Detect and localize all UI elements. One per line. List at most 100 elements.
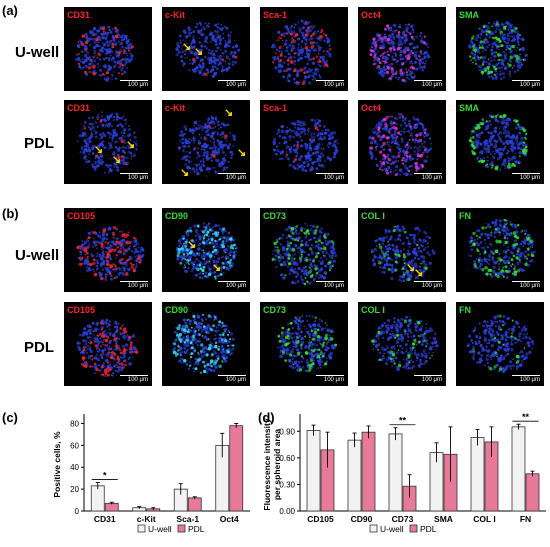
arrow-icon: ↘ [237,148,246,159]
row-label-uwell-b: U-well [15,247,59,264]
bar-u-well-col-i [471,437,484,511]
scale-bar: 100 μm [120,80,148,88]
legend-label: PDL [420,524,437,534]
marker-label: CD105 [67,305,95,315]
arrow-icon: ↘ [180,168,189,179]
marker-label: COL I [361,305,385,315]
significance-mark: * [103,471,107,481]
bar-pdl-fn [526,474,539,511]
x-tick-label: CD73 [392,514,414,524]
row-label-pdl-b: PDL [24,339,54,356]
scale-bar: 100 μm [316,173,344,181]
y-tick-label: 20 [70,485,79,494]
arrow-icon: ↘ [112,155,121,166]
micrograph-pdl-cd73: CD73 100 μm [260,302,348,386]
y-tick-label: 0.00 [279,507,295,516]
x-tick-label: SMA [434,514,453,524]
marker-label: CD31 [67,10,90,20]
micrograph-uwell-sma: SMA 100 μm [456,7,544,91]
micrograph-pdl-oct4: Oct4 100 μm [358,100,446,184]
marker-label: c-Kit [165,103,185,113]
y-axis-label: Fluorescence intensity [262,418,272,510]
marker-label: COL I [361,211,385,221]
marker-label: Oct4 [361,103,381,113]
micrograph-pdl-sma: SMA 100 μm [456,100,544,184]
marker-label: FN [459,305,471,315]
significance-mark: ** [399,416,407,426]
x-tick-label: Oct4 [220,514,239,524]
x-tick-label: CD31 [94,514,116,524]
y-tick-label: 80 [70,419,79,428]
bar-u-well-cd90 [348,440,361,511]
scale-bar: 100 μm [512,281,540,289]
micrograph-uwell-fn: FN 100 μm [456,208,544,292]
x-tick-label: CD105 [307,514,334,524]
panel-letter-a: (a) [2,3,18,18]
y-axis-label: per spheroid area [272,429,282,501]
micrograph-pdl-cd105: CD105 100 μm [64,302,152,386]
scale-bar: 100 μm [218,80,246,88]
marker-label: CD105 [67,211,95,221]
marker-label: CD90 [165,211,188,221]
x-tick-label: COL I [473,514,496,524]
arrow-icon: ↘ [187,240,196,251]
scale-bar: 100 μm [414,173,442,181]
legend-swatch [370,525,377,532]
micrograph-pdl-cd90: CD90 100 μm [162,302,250,386]
row-label-uwell-a: U-well [15,44,59,61]
y-tick-label: 40 [70,463,79,472]
bar-pdl-cd31 [105,503,118,511]
arrow-icon: ↘ [126,140,135,151]
arrow-icon: ↘ [212,263,221,274]
bar-u-well-fn [512,427,525,511]
scale-bar: 100 μm [512,173,540,181]
marker-label: SMA [459,103,479,113]
micrograph-uwell-cd31: CD31 100 μm [64,7,152,91]
arrow-icon: ↘ [94,145,103,156]
bar-pdl-sca-1 [188,498,201,511]
y-axis-label: Positive cells, % [52,431,62,498]
scale-bar: 100 μm [218,375,246,383]
y-tick-label: 60 [70,441,79,450]
marker-label: CD73 [263,305,286,315]
scale-bar: 100 μm [218,281,246,289]
panel-letter-b: (b) [2,206,19,221]
scale-bar: 100 μm [316,375,344,383]
legend-label: U-well [148,524,172,534]
bar-u-well-cd31 [91,486,104,511]
marker-label: SMA [459,10,479,20]
scale-bar: 100 μm [316,80,344,88]
scale-bar: 100 μm [120,375,148,383]
scale-bar: 100 μm [414,80,442,88]
x-tick-label: Sca-1 [176,514,199,524]
marker-label: c-Kit [165,10,185,20]
scale-bar: 100 μm [120,173,148,181]
bar-pdl-oct4 [230,426,243,511]
scale-bar: 100 μm [512,80,540,88]
scale-bar: 100 μm [414,281,442,289]
legend-label: U-well [380,524,404,534]
marker-label: FN [459,211,471,221]
marker-label: CD90 [165,305,188,315]
legend-swatch [410,525,417,532]
scale-bar: 100 μm [218,173,246,181]
scale-bar: 100 μm [120,281,148,289]
row-label-pdl-a: PDL [24,135,54,152]
significance-mark: ** [522,412,530,422]
legend-swatch [138,525,145,532]
legend-swatch [178,525,185,532]
bar-pdl-cd90 [362,432,375,511]
marker-label: CD73 [263,211,286,221]
